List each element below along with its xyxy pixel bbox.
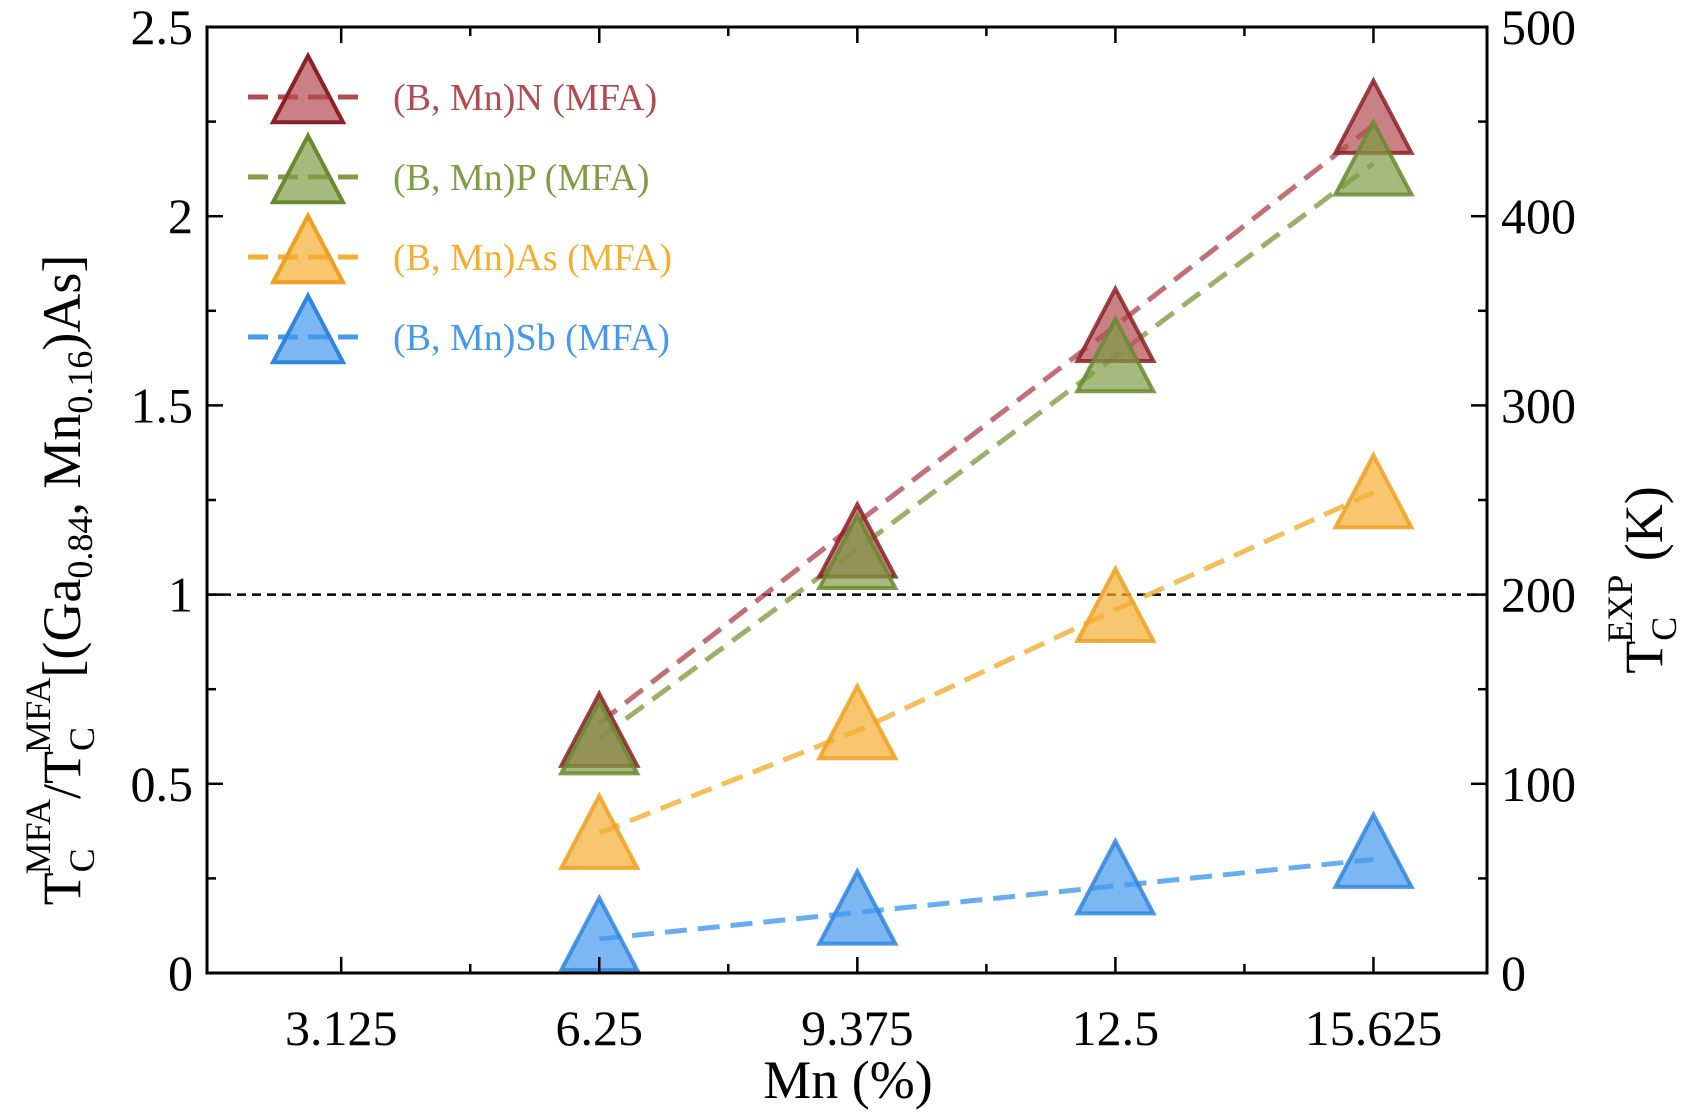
legend-label: (B, Mn)P (MFA) — [393, 157, 650, 199]
y-title-sub-ga: 0.84 — [60, 516, 100, 579]
series-marker — [557, 791, 641, 870]
y-tick-label: 2.5 — [131, 0, 194, 55]
legend-marker — [269, 51, 347, 125]
legend-marker — [269, 291, 347, 365]
y2-tick-label: 500 — [1501, 0, 1576, 55]
y2-axis-title: TCEXP (K) — [1600, 486, 1684, 674]
y-tick-label: 0.5 — [131, 756, 194, 812]
x-tick-label: 6.25 — [556, 1000, 644, 1056]
y-axis-title: TCMFA/TCMFA[(Ga0.84, Mn0.16)As] — [18, 255, 102, 906]
fit-lines-layer — [597, 123, 1375, 942]
series-fit-line — [598, 490, 1375, 836]
y-title-t1: T — [32, 872, 92, 905]
y2-title-sub: C — [1644, 617, 1684, 641]
y2-title-t: T — [1614, 641, 1674, 674]
series-marker — [1332, 810, 1415, 889]
legend-marker — [269, 131, 347, 205]
y2-tick-label: 200 — [1501, 567, 1576, 623]
series-fit-line — [597, 123, 1375, 726]
y2-title-sup: EXP — [1600, 575, 1640, 643]
y-title-sup2: MFA — [18, 678, 58, 753]
legend-label: (B, Mn)N (MFA) — [393, 77, 657, 119]
series-marker — [557, 696, 641, 776]
x-tick-label: 3.125 — [285, 1000, 398, 1056]
y-title-sup1: MFA — [18, 799, 58, 874]
series-marker — [1332, 117, 1415, 197]
x-tick-label: 9.375 — [801, 1000, 914, 1056]
y-tick-label: 2 — [168, 188, 193, 244]
y-tick-label: 1 — [168, 567, 193, 623]
y-title-part-c: )As] — [32, 255, 92, 351]
y-title-slash: / — [32, 784, 92, 799]
ticks-layer: 3.125 6.25 9.375 12.5 15.625 0 0.5 1 1.5 2 2.5 0 100… — [131, 0, 1577, 1056]
markers-layer — [557, 76, 1415, 973]
legend-label: (B, Mn)Sb (MFA) — [393, 317, 670, 359]
y2-tick-label: 400 — [1501, 188, 1576, 244]
y-title-sub1: C — [62, 848, 102, 872]
y-title-part-a: [(Ga — [32, 579, 92, 678]
legend-label: (B, Mn)As (MFA) — [393, 237, 672, 279]
y2-tick-label: 100 — [1501, 756, 1576, 812]
x-tick-label: 12.5 — [1072, 1000, 1160, 1056]
series-marker — [1074, 836, 1157, 916]
y-tick-label: 0 — [168, 945, 193, 1001]
y2-title-unit: (K) — [1614, 486, 1674, 574]
y-title-t2: T — [32, 751, 92, 784]
y-title-part-b: , Mn — [32, 414, 92, 516]
series-marker — [816, 511, 899, 590]
series-marker — [816, 867, 899, 946]
y-title-sub2: C — [62, 727, 102, 751]
series-fit-line — [597, 161, 1375, 741]
series-fit-line — [599, 856, 1374, 942]
y2-tick-label: 300 — [1501, 377, 1576, 433]
series-marker — [1074, 314, 1157, 394]
x-tick-label: 15.625 — [1305, 1000, 1443, 1056]
x-axis-title: Mn (%) — [763, 1050, 932, 1110]
series-marker — [816, 681, 899, 761]
y2-tick-label: 0 — [1501, 945, 1526, 1001]
series-marker — [1332, 450, 1415, 530]
legend: (B, Mn)N (MFA) (B, Mn)P (MFA) (B, Mn)As (M… — [248, 51, 672, 365]
y-tick-label: 1.5 — [131, 377, 194, 433]
series-marker — [1074, 564, 1157, 643]
y-title-sub-mn: 0.16 — [60, 351, 100, 414]
legend-marker — [269, 211, 347, 285]
